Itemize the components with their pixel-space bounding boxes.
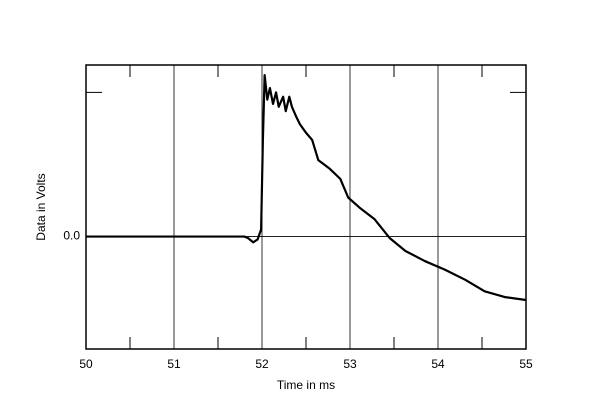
x-tick-label: 50 xyxy=(79,357,93,371)
x-axis-label: Time in ms xyxy=(277,378,335,392)
x-tick-label: 53 xyxy=(343,357,357,371)
y-axis-label: Data in Volts xyxy=(34,173,48,240)
x-tick-label: 52 xyxy=(255,357,269,371)
x-tick-label: 54 xyxy=(431,357,445,371)
y-tick-label: 0.0 xyxy=(63,229,80,243)
x-tick-label: 51 xyxy=(167,357,181,371)
data-line xyxy=(86,73,527,302)
plot-frame xyxy=(85,64,527,350)
x-tick-label: 55 xyxy=(519,357,533,371)
